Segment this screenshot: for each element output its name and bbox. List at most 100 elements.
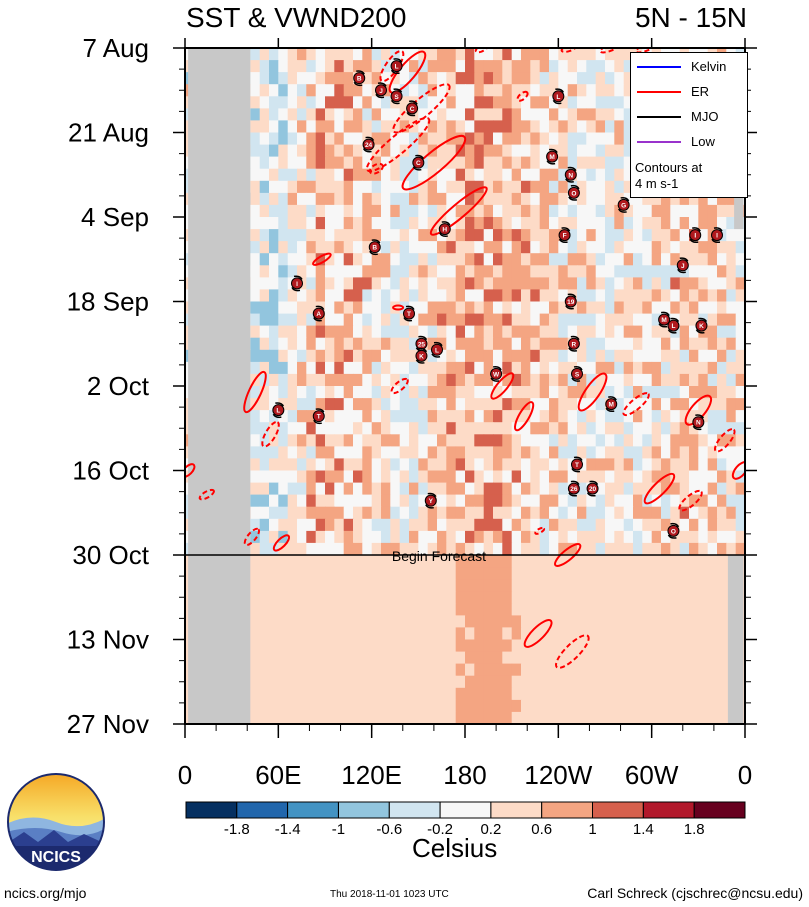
sst-cell <box>707 675 718 689</box>
sst-cell <box>558 542 569 556</box>
sst-cell <box>633 337 643 351</box>
sst-cell <box>315 301 326 315</box>
sst-cell <box>614 217 625 230</box>
sst-cell <box>250 180 261 194</box>
sst-cell <box>362 446 373 460</box>
sst-cell <box>409 555 419 568</box>
sst-cell <box>306 699 317 713</box>
sst-cell <box>670 398 681 411</box>
sst-cell <box>595 241 606 254</box>
sst-cell <box>474 410 485 423</box>
sst-cell <box>605 482 615 496</box>
sst-cell <box>325 277 335 291</box>
sst-cell <box>371 627 382 641</box>
sst-cell <box>605 229 615 242</box>
sst-cell <box>549 313 559 327</box>
sst-cell <box>698 325 709 339</box>
sst-cell <box>577 108 587 122</box>
website-link[interactable]: ncics.org/mjo <box>4 885 87 901</box>
sst-cell <box>409 687 419 701</box>
sst-cell <box>446 361 457 375</box>
sst-cell <box>427 313 438 327</box>
sst-cell <box>661 192 671 206</box>
sst-cell <box>437 48 447 61</box>
sst-cell <box>325 603 335 616</box>
sst-cell <box>371 482 382 496</box>
sst-cell <box>670 301 681 315</box>
sst-cell <box>521 506 531 520</box>
sst-cell <box>511 482 522 496</box>
sst-cell <box>521 470 531 484</box>
sst-cell <box>343 337 354 351</box>
sst-cell <box>371 373 382 387</box>
sst-cell <box>558 156 569 170</box>
sst-cell <box>278 470 289 484</box>
sst-cell <box>381 603 391 616</box>
sst-cell <box>735 446 745 460</box>
sst-cell <box>661 325 671 339</box>
sst-cell <box>623 313 634 327</box>
sst-cell <box>343 156 354 170</box>
sst-cell <box>549 132 559 146</box>
sst-cell <box>586 84 597 97</box>
sst-cell <box>390 458 401 472</box>
sst-cell <box>670 349 681 363</box>
sst-cell <box>287 591 298 604</box>
sst-cell <box>651 458 662 472</box>
storm-label: L <box>671 323 675 330</box>
sst-cell <box>362 651 373 665</box>
sst-cell <box>595 651 606 665</box>
sst-cell <box>642 422 653 435</box>
sst-cell <box>437 651 447 665</box>
sst-cell <box>651 434 662 447</box>
sst-cell <box>325 337 335 351</box>
sst-cell <box>455 156 466 170</box>
sst-cell <box>353 229 363 242</box>
sst-cell <box>511 325 522 339</box>
sst-cell <box>539 48 550 61</box>
sst-cell <box>315 555 326 568</box>
sst-cell <box>297 180 307 194</box>
sst-cell <box>605 567 615 580</box>
sst-cell <box>409 289 419 303</box>
sst-cell <box>297 639 307 653</box>
sst-cell <box>390 651 401 665</box>
sst-cell <box>465 241 475 254</box>
storm-icon <box>571 458 583 471</box>
sst-cell <box>259 361 270 375</box>
sst-cell <box>390 675 401 689</box>
sst-cell <box>418 48 429 61</box>
sst-cell <box>605 313 615 327</box>
sst-cell <box>633 204 643 218</box>
sst-cell <box>437 361 447 375</box>
sst-cell <box>623 229 634 242</box>
sst-cell <box>371 663 382 677</box>
sst-cell <box>642 289 653 303</box>
sst-cell <box>679 675 690 689</box>
sst-cell <box>483 639 494 653</box>
sst-cell <box>353 289 363 303</box>
sst-cell <box>698 277 709 291</box>
sst-cell <box>306 132 317 146</box>
sst-cell <box>418 567 429 580</box>
sst-cell <box>726 313 737 327</box>
sst-cell <box>595 458 606 472</box>
sst-cell <box>567 313 578 327</box>
sst-cell <box>269 434 279 447</box>
sst-cell <box>493 615 503 629</box>
sst-cell <box>446 615 457 629</box>
sst-cell <box>390 72 401 85</box>
sst-cell <box>418 373 429 387</box>
sst-cell <box>521 144 531 158</box>
sst-cell <box>614 687 625 701</box>
sst-cell <box>726 530 737 544</box>
sst-cell <box>502 530 513 544</box>
storm-label: 20 <box>589 486 597 493</box>
sst-cell <box>325 555 335 568</box>
sst-cell <box>269 555 279 568</box>
sst-cell <box>717 663 727 677</box>
sst-cell <box>521 555 531 568</box>
sst-cell <box>735 494 745 508</box>
sst-cell <box>381 349 391 363</box>
sst-cell <box>539 349 550 363</box>
